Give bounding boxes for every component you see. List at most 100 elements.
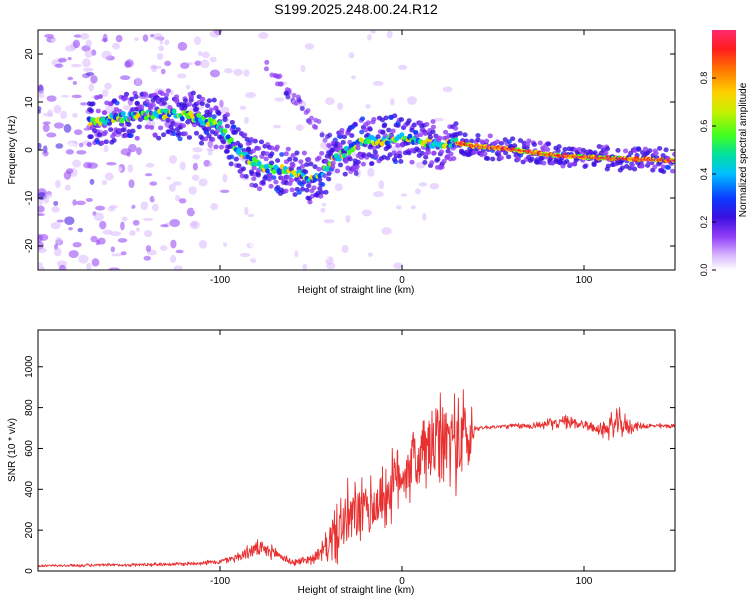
spectrogram-streak-cell (322, 137, 328, 143)
spectrogram-halo-cell (274, 158, 281, 163)
spectrogram-noise-cell (111, 253, 123, 257)
spectrogram-halo-cell (136, 124, 142, 130)
spectrogram-ridge-cell (407, 133, 413, 139)
spectrogram-noise-cell (76, 150, 87, 155)
spectrogram-halo-cell (375, 134, 381, 140)
spectrogram-halo-cell (283, 188, 289, 194)
spectrogram-noise-cell (155, 39, 161, 46)
spectrogram-noise-cell (244, 206, 249, 216)
spectrogram-noise-cell (273, 124, 281, 129)
spectrogram-noise-cell (70, 63, 82, 68)
spectrogram-halo-cell (87, 134, 93, 140)
spectrogram-ridge-cell (342, 153, 347, 159)
spectrogram-streak-cell (299, 106, 305, 112)
spectrogram-halo-cell (134, 135, 140, 141)
spectrogram-halo-cell (304, 162, 310, 168)
spectrogram-noise-cell (112, 42, 120, 50)
spectrogram-ridge-cell (212, 120, 218, 126)
spectrogram-noise-cell (83, 161, 93, 169)
spectrogram-noise-cell (127, 164, 134, 173)
spectrogram-y-label: Frequency (Hz) (7, 116, 18, 185)
spectrogram-halo-cell (462, 132, 468, 138)
spectrogram-x-tick-label: 100 (576, 275, 593, 286)
spectrogram-halo-cell (239, 173, 245, 179)
spectrogram-noise-cell (300, 30, 312, 36)
spectrogram-noise-cell (239, 252, 251, 258)
spectrogram-halo-cell (233, 156, 239, 162)
spectrogram-halo-cell (390, 128, 396, 134)
spectrogram-noise-cell (216, 167, 228, 175)
spectrogram-halo-cell (352, 121, 358, 127)
spectrogram-halo-cell (296, 189, 302, 195)
spectrogram-noise-cell (51, 206, 60, 213)
spectrogram-halo-cell (188, 94, 194, 100)
spectrogram-noise-cell (209, 30, 220, 38)
spectrogram-streak-cell (295, 94, 301, 100)
spectrogram-halo-cell (531, 142, 538, 147)
spectrogram-noise-cell (85, 197, 93, 202)
spectrogram-noise-cell (430, 61, 439, 65)
spectrogram-noise-cell (85, 72, 95, 76)
spectrogram-halo-cell (240, 166, 247, 172)
spectrogram-noise-cell (164, 39, 170, 46)
spectrogram-noise-cell (301, 241, 307, 248)
spectrogram-noise-cell (75, 200, 86, 206)
spectrogram-halo-cell (229, 119, 235, 125)
spectrogram-noise-cell (133, 37, 139, 41)
spectrogram-halo-cell (672, 151, 675, 157)
spectrogram-noise-cell (245, 91, 256, 99)
spectrogram-halo-cell (269, 145, 275, 151)
spectrogram-noise-cell (51, 78, 61, 83)
spectrogram-noise-cell (88, 83, 95, 92)
spectrogram-noise-cell (244, 116, 249, 124)
spectrogram-streak-cell (275, 74, 281, 80)
spectrogram-halo-cell (171, 131, 177, 137)
spectrogram-halo-cell (264, 151, 270, 157)
spectrogram-noise-cell (38, 205, 45, 213)
spectrogram-halo-cell (340, 139, 346, 145)
spectrogram-halo-cell (305, 183, 312, 189)
spectrogram-noise-cell (374, 30, 383, 34)
spectrogram-noise-cell (179, 161, 186, 171)
spectrogram-noise-cell (371, 176, 378, 186)
spectrogram-noise-cell (216, 39, 228, 44)
spectrogram-noise-cell (38, 106, 42, 112)
spectrogram-noise-cell (274, 97, 285, 102)
spectrogram-halo-cell (355, 145, 361, 151)
chart-title: S199.2025.248.00.24.R12 (274, 1, 438, 17)
spectrogram-noise-cell (53, 200, 59, 206)
spectrogram-noise-cell (72, 112, 78, 118)
spectrogram-halo-cell (289, 187, 295, 193)
spectrogram-streak-cell (307, 120, 313, 126)
spectrogram-noise-cell (38, 233, 43, 243)
spectrogram-halo-cell (251, 165, 257, 171)
spectrogram-noise-cell (142, 34, 149, 42)
snr-y-tick-label: 0 (24, 568, 35, 574)
spectrogram-noise-cell (392, 218, 401, 224)
spectrogram-ridge-cell (366, 138, 372, 144)
spectrogram-halo-cell (90, 101, 96, 107)
spectrogram-x-label: Height of straight line (km) (298, 285, 415, 296)
spectrogram-halo-cell (498, 140, 505, 146)
spectrogram-halo-cell (365, 120, 371, 126)
spectrogram-noise-cell (398, 64, 408, 71)
spectrogram-noise-cell (408, 51, 416, 57)
spectrogram-noise-cell (160, 245, 168, 251)
spectrogram-halo-cell (99, 140, 105, 146)
spectrogram-halo-cell (319, 150, 325, 156)
spectrogram-halo-cell (422, 131, 429, 137)
spectrogram-halo-cell (452, 125, 459, 131)
spectrogram-halo-cell (482, 151, 488, 157)
spectrogram-ridge-cell (312, 176, 318, 183)
spectrogram-noise-cell (266, 243, 274, 248)
spectrogram-halo-cell (186, 135, 193, 140)
spectrogram-halo-cell (526, 138, 532, 144)
spectrogram-noise-cell (422, 212, 427, 221)
spectrogram-halo-cell (190, 90, 196, 96)
spectrogram-noise-cell (55, 31, 62, 36)
spectrogram-noise-cell (124, 200, 133, 209)
spectrogram-noise-cell (174, 195, 181, 202)
spectrogram-halo-cell (457, 130, 463, 136)
spectrogram-streak-cell (319, 132, 325, 138)
spectrogram-noise-cell (121, 216, 128, 222)
